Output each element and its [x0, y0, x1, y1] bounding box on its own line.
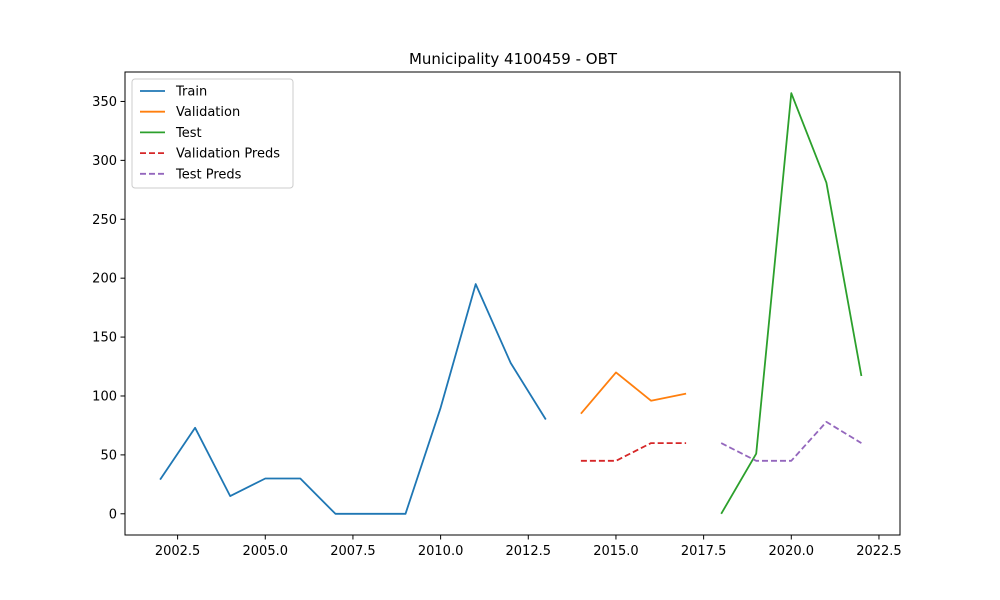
- y-axis: 0 50 100 150 200 250 300 350: [92, 95, 125, 522]
- x-tick-label: 2007.5: [330, 544, 376, 559]
- x-tick-label: 2002.5: [155, 544, 201, 559]
- x-tick-label: 2017.5: [681, 544, 727, 559]
- x-tick-label: 2005.0: [243, 544, 289, 559]
- legend: Train Validation Test Validation Preds Test …: [131, 78, 294, 189]
- x-tick-label: 2010.0: [418, 544, 464, 559]
- y-tick-label: 150: [92, 331, 117, 346]
- y-tick-label: 100: [92, 389, 117, 404]
- legend-label-train: Train: [175, 85, 207, 100]
- series-line-validation: [580, 371, 687, 415]
- y-tick-label: 300: [92, 154, 117, 169]
- x-tick-label: 2022.5: [856, 544, 902, 559]
- legend-label-test-preds: Test Preds: [175, 167, 242, 182]
- series-line-test-preds: [720, 420, 862, 462]
- y-tick-label: 250: [92, 213, 117, 228]
- y-tick-label: 0: [109, 507, 117, 522]
- y-tick-label: 350: [92, 95, 117, 110]
- y-tick-label: 200: [92, 272, 117, 287]
- legend-box: [131, 78, 294, 189]
- legend-label-validation-preds: Validation Preds: [176, 147, 280, 162]
- x-tick-label: 2015.0: [593, 544, 639, 559]
- x-tick-label: 2012.5: [506, 544, 552, 559]
- legend-label-validation: Validation: [176, 105, 240, 120]
- x-axis: 2002.5 2005.0 2007.5 2010.0 2012.5 2015.0 2017…: [155, 535, 902, 559]
- series-line-validation-preds: [580, 442, 687, 462]
- chart-title: Municipality 4100459 - OBT: [409, 50, 618, 68]
- series-line-train: [159, 283, 547, 515]
- legend-label-test: Test: [175, 126, 202, 141]
- series-line-test: [720, 92, 863, 515]
- plot-frame: [124, 71, 901, 536]
- x-tick-label: 2020.0: [769, 544, 815, 559]
- y-tick-label: 50: [100, 448, 117, 463]
- plot-lines: [159, 92, 863, 515]
